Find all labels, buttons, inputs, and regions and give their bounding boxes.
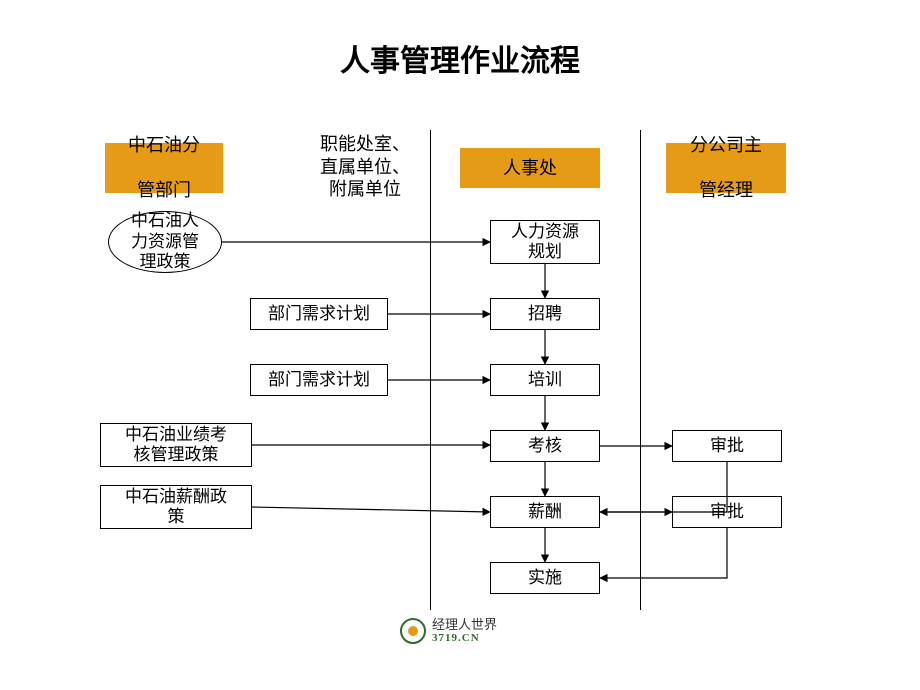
flow-node-hr-plan: 人力资源规划 <box>490 220 600 264</box>
footer-line1: 经理人世界 <box>432 618 497 632</box>
swimlane-divider <box>640 130 641 610</box>
swimlane-divider <box>430 130 431 610</box>
flow-node-policy-comp: 中石油薪酬政策 <box>100 485 252 529</box>
swimlane-header: 中石油分管部门 <box>105 143 223 193</box>
flow-node-implement: 实施 <box>490 562 600 594</box>
flow-node-train: 培训 <box>490 364 600 396</box>
flow-node-dept-plan-1: 部门需求计划 <box>250 298 388 330</box>
flow-node-approve-2: 审批 <box>672 496 782 528</box>
swimlane-header: 人事处 <box>460 148 600 188</box>
edge <box>600 528 727 578</box>
logo-icon <box>400 618 426 644</box>
edges-layer <box>0 0 920 690</box>
flow-node-assess: 考核 <box>490 430 600 462</box>
edge <box>252 507 490 512</box>
flow-node-policy-hr: 中石油人力资源管理政策 <box>108 211 222 273</box>
diagram-canvas: 人事管理作业流程 中石油分管部门 职能处室、直属单位、附属单位人事处 分公司主管经理… <box>0 0 920 690</box>
swimlane-header: 分公司主管经理 <box>666 143 786 193</box>
footer-logo: 经理人世界 3719.CN <box>400 618 497 644</box>
flow-node-dept-plan-2: 部门需求计划 <box>250 364 388 396</box>
flow-node-recruit: 招聘 <box>490 298 600 330</box>
flow-node-compensation: 薪酬 <box>490 496 600 528</box>
page-title: 人事管理作业流程 <box>0 36 920 80</box>
swimlane-header: 职能处室、直属单位、附属单位 <box>290 133 440 205</box>
footer-text: 经理人世界 3719.CN <box>432 618 497 644</box>
flow-node-approve-1: 审批 <box>672 430 782 462</box>
flow-node-policy-perf: 中石油业绩考核管理政策 <box>100 423 252 467</box>
logo-dot <box>408 626 418 636</box>
footer-line2: 3719.CN <box>432 632 497 644</box>
